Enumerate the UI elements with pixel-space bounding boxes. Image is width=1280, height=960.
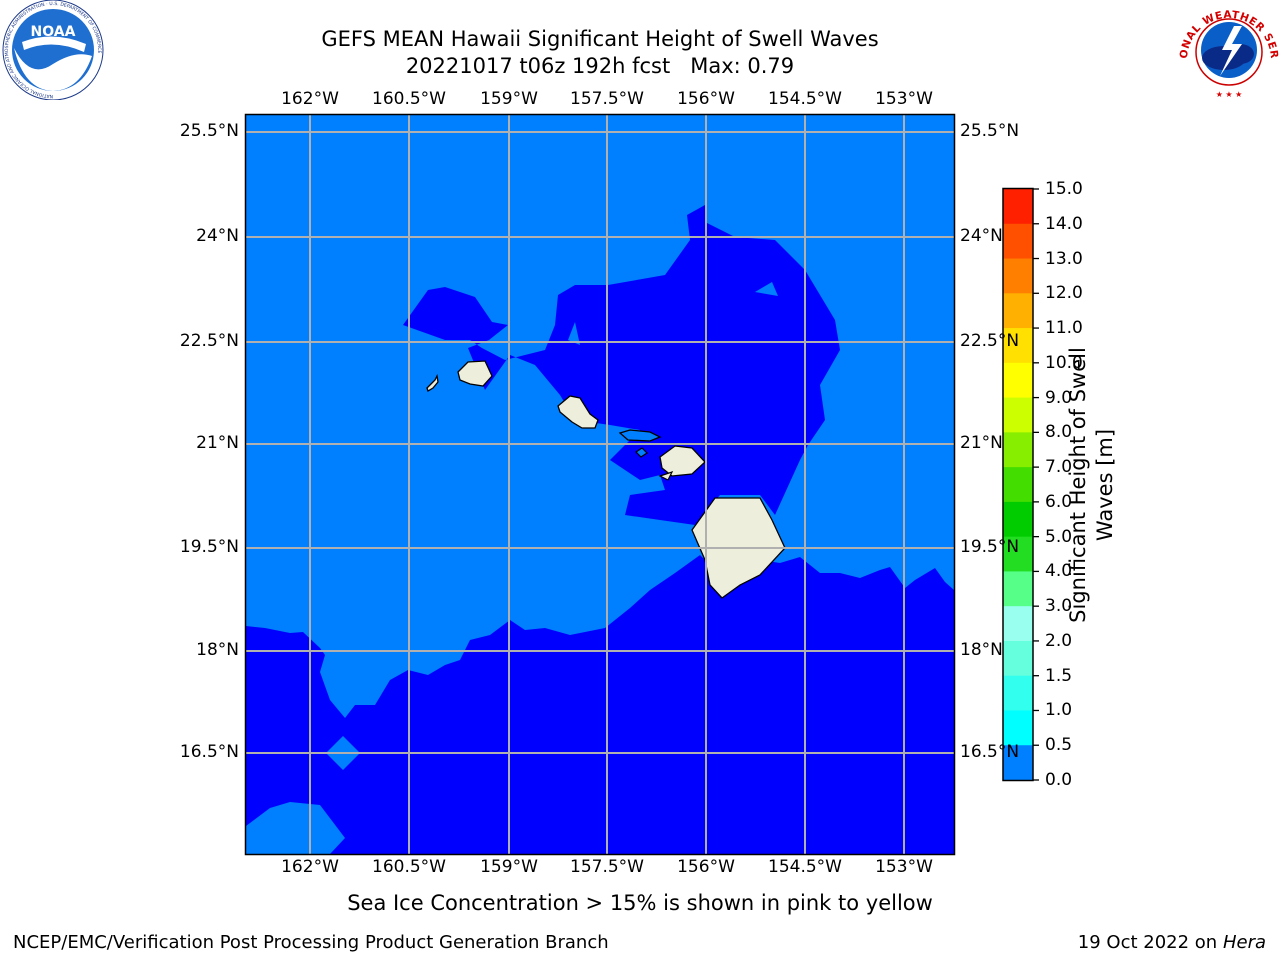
colorbar-segment — [1003, 328, 1033, 364]
mid-swell-patch-north-center — [568, 322, 580, 345]
footer-date: 19 Oct 2022 on Hera — [1078, 932, 1266, 953]
colorbar-tick-label: 0.0 — [1045, 770, 1073, 790]
colorbar-tick-label: 6.0 — [1045, 491, 1073, 512]
sea-ice-note: Sea Ice Concentration > 15% is shown in … — [0, 891, 1280, 915]
colorbar-segment — [1003, 710, 1033, 746]
sea-ice-note-text: Sea Ice Concentration > 15% is shown in … — [347, 891, 933, 915]
lat-label-left: 25.5°N — [179, 121, 239, 141]
island-molokai — [618, 429, 662, 442]
colorbar — [1003, 189, 1033, 781]
colorbar-segment — [1003, 501, 1033, 538]
colorbar-tick-marks — [1033, 188, 1039, 781]
colorbar-tick-label: 4.0 — [1045, 561, 1073, 582]
colorbar-segment — [1003, 432, 1033, 468]
noaa-logo-text: NOAA — [31, 24, 76, 40]
colorbar-tick-label: 10.0 — [1045, 352, 1083, 373]
lat-label-left: 19.5°N — [179, 537, 239, 557]
lat-label-left: 16.5°N — [179, 742, 239, 762]
map-frame — [244, 113, 956, 856]
colorbar-tick-label: 1.5 — [1045, 665, 1073, 686]
colorbar-label-line2: Waves [m] — [1093, 428, 1117, 542]
colorbar-tick-label: 5.0 — [1045, 526, 1073, 547]
island-kauai — [457, 360, 493, 387]
lat-label-right: 18°N — [960, 640, 1003, 660]
colorbar-label: Significant Height of Swell Waves [m] — [1065, 285, 1119, 685]
lon-label-bottom: 156°W — [677, 857, 735, 877]
lon-label-top: 153°W — [875, 89, 933, 109]
colorbar-tick-label: 13.0 — [1045, 248, 1083, 269]
colorbar-tick-label: 0.5 — [1045, 735, 1073, 756]
mid-swell-patch-southwest — [246, 802, 345, 854]
footer-machine: Hera — [1222, 932, 1266, 953]
colorbar-tick-label: 1.0 — [1045, 700, 1073, 721]
map-subtitle: 20221017 t06z 192h fcst Max: 0.79 — [405, 54, 795, 78]
low-swell-region-south — [246, 555, 954, 854]
lon-label-bottom: 157.5°W — [570, 857, 644, 877]
colorbar-tick-label: 14.0 — [1045, 213, 1083, 234]
lat-label-left: 21°N — [196, 433, 239, 453]
island-kahoolawe — [658, 470, 674, 481]
colorbar-segment — [1003, 606, 1033, 642]
colorbar-tick-label: 11.0 — [1045, 318, 1083, 339]
lon-label-top: 157.5°W — [570, 89, 644, 109]
lat-label-right: 22.5°N — [960, 331, 1020, 351]
colorbar-segment — [1003, 745, 1033, 781]
lon-label-bottom: 154.5°W — [768, 857, 842, 877]
lat-label-right: 24°N — [960, 226, 1003, 246]
colorbar-label-line1: Significant Height of Swell — [1066, 347, 1090, 623]
lon-label-bottom: 153°W — [875, 857, 933, 877]
lon-label-bottom: 159°W — [480, 857, 538, 877]
lat-label-left: 24°N — [196, 226, 239, 246]
colorbar-segment — [1003, 258, 1033, 294]
colorbar-segment — [1003, 223, 1033, 260]
colorbar-tick-label: 7.0 — [1045, 457, 1073, 478]
colorbar-segment — [1003, 467, 1033, 503]
colorbar-segment — [1003, 640, 1033, 677]
colorbar-segment — [1003, 675, 1033, 712]
colorbar-tick-label: 12.0 — [1045, 283, 1083, 304]
nws-logo: NATIONAL WEATHER SERVICE ★ ★ ★ — [1178, 0, 1280, 99]
lat-label-right: 19.5°N — [960, 537, 1020, 557]
colorbar-segment — [1003, 362, 1033, 399]
lon-label-top: 160.5°W — [372, 89, 446, 109]
lon-label-bottom: 160.5°W — [372, 857, 446, 877]
colorbar-segment — [1003, 293, 1033, 329]
island-oahu — [557, 395, 599, 429]
colorbar-tick-label: 9.0 — [1045, 387, 1073, 408]
footer-date-text: 19 Oct 2022 on — [1077, 932, 1223, 953]
colorbar-tick-label: 8.0 — [1045, 422, 1073, 443]
noaa-logo: NOAA NATIONAL OCEANIC AND ATMOSPHERIC AD… — [2, 0, 104, 100]
map-title: GEFS MEAN Hawaii Significant Height of S… — [321, 27, 879, 51]
island-niihau — [426, 373, 439, 392]
lat-label-left: 22.5°N — [179, 331, 239, 351]
colorbar-segment — [1003, 536, 1033, 573]
lon-label-top: 154.5°W — [768, 89, 842, 109]
colorbar-frame — [1002, 187, 1034, 782]
colorbar-segment — [1003, 571, 1033, 607]
colorbar-tick-label: 2.0 — [1045, 630, 1073, 651]
mid-swell-patch-north-east — [755, 282, 778, 296]
colorbar-segment — [1003, 189, 1033, 225]
colorbar-segment — [1003, 397, 1033, 433]
island-maui — [659, 445, 706, 477]
gridlines — [246, 115, 954, 854]
lat-label-right: 16.5°N — [960, 742, 1020, 762]
lat-label-right: 21°N — [960, 433, 1003, 453]
island-lanai — [635, 447, 648, 458]
lat-label-left: 18°N — [196, 640, 239, 660]
lat-label-right: 25.5°N — [960, 121, 1020, 141]
colorbar-tick-label: 15.0 — [1045, 179, 1083, 199]
footer-credit: NCEP/EMC/Verification Post Processing Pr… — [13, 932, 609, 953]
lon-label-top: 162°W — [281, 89, 339, 109]
colorbar-tick-label: 3.0 — [1045, 596, 1073, 617]
svg-text:★ ★ ★: ★ ★ ★ — [1216, 90, 1243, 99]
lon-label-top: 156°W — [677, 89, 735, 109]
lon-label-top: 159°W — [480, 89, 538, 109]
lon-label-bottom: 162°W — [281, 857, 339, 877]
